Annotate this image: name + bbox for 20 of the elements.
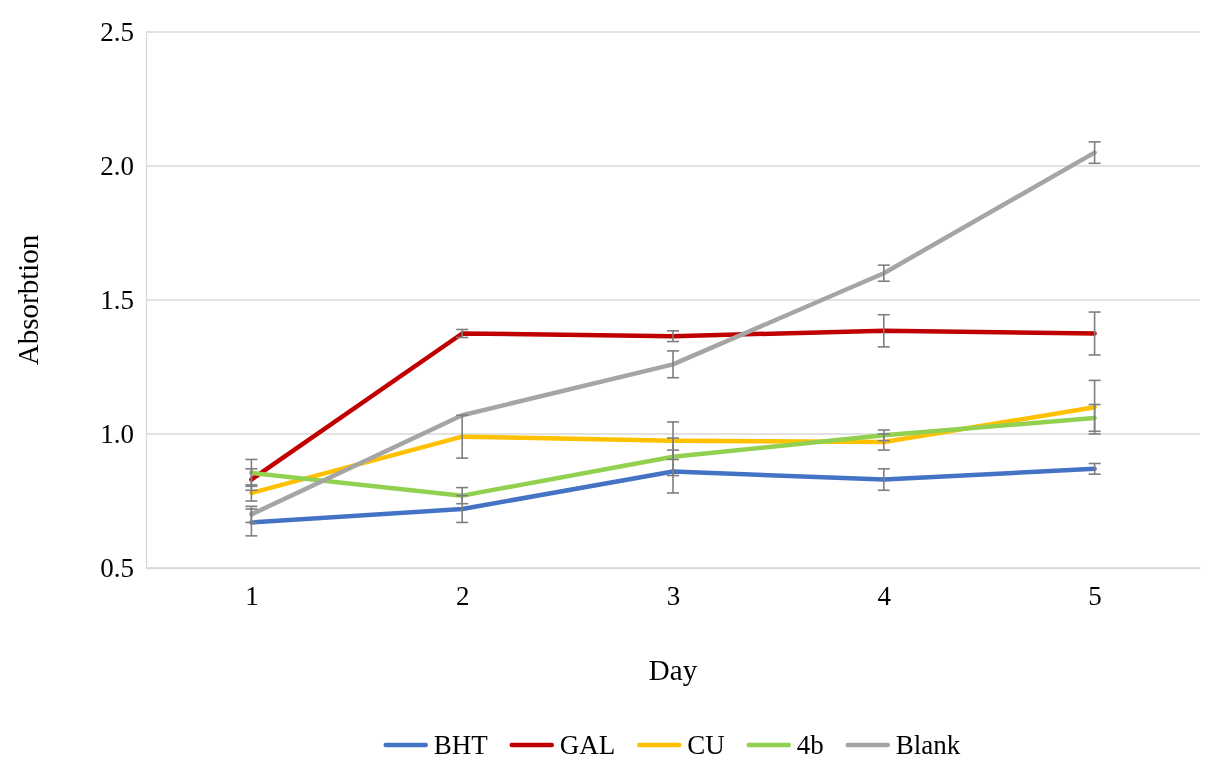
x-tick-label: 3 xyxy=(666,581,681,612)
y-tick-label: 0.5 xyxy=(100,553,134,584)
legend-label: 4b xyxy=(796,730,824,760)
legend-label: BHT xyxy=(433,730,489,760)
x-tick-label: 2 xyxy=(455,581,470,612)
y-tick-label: 2.0 xyxy=(100,151,134,182)
line-series xyxy=(249,150,1097,517)
legend-label: CU xyxy=(687,730,725,760)
y-tick-label: 1.0 xyxy=(100,419,134,450)
x-tick-label: 4 xyxy=(877,581,892,612)
line-series xyxy=(249,328,1097,482)
x-tick-label: 1 xyxy=(245,581,259,612)
legend-label: Blank xyxy=(895,730,961,760)
x-tick-label: 5 xyxy=(1088,581,1102,612)
y-axis-title: Absorbtion xyxy=(12,234,44,366)
y-tick-label: 1.5 xyxy=(100,285,134,316)
x-axis-title: Day xyxy=(648,654,698,686)
line-series xyxy=(249,466,1097,525)
y-tick-label: 2.5 xyxy=(100,17,134,48)
legend-label: GAL xyxy=(559,730,616,760)
